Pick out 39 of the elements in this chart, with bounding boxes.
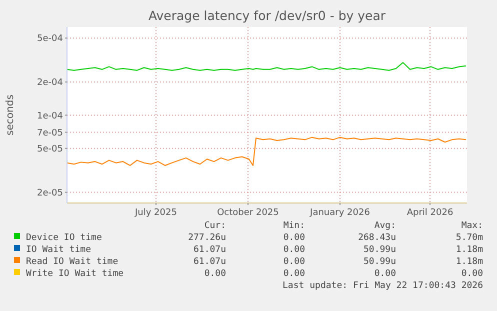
text: 61.07u xyxy=(193,257,226,267)
legend-label: Write IO Wait time xyxy=(26,269,124,279)
y-tick-label: 2e-05 xyxy=(37,188,63,198)
x-tick-label: July 2025 xyxy=(134,208,177,218)
line-series xyxy=(66,136,466,166)
text: 0.00 xyxy=(204,269,226,279)
text: 1.18m xyxy=(456,245,483,255)
legend-label: Read IO Wait time xyxy=(26,257,118,267)
text: 268.43u xyxy=(358,233,396,243)
legend-label: Device IO time xyxy=(26,233,102,243)
x-tick-label: April 2026 xyxy=(406,208,454,218)
x-tick-label: October 2025 xyxy=(217,208,279,218)
y-tick-label: 2e-04 xyxy=(37,78,64,88)
chart-title: Average latency for /dev/sr0 - by year xyxy=(148,8,386,23)
line-series xyxy=(66,62,466,71)
y-tick-label: 1e-04 xyxy=(37,111,64,122)
text: 1.18m xyxy=(456,257,483,267)
text: 0.00 xyxy=(283,269,305,279)
text: 0.00 xyxy=(283,257,305,267)
text: 50.99u xyxy=(363,257,396,267)
text: 277.26u xyxy=(188,233,226,243)
y-tick-label: 7e-05 xyxy=(37,128,63,138)
text: Last update: Fri May 22 17:00:43 2026 xyxy=(282,281,483,291)
text: 0.00 xyxy=(283,245,305,255)
y-axis-title: seconds xyxy=(5,94,16,136)
text: 0.00 xyxy=(461,269,483,279)
y-tick-label: 5e-05 xyxy=(37,144,63,155)
text: Avg: xyxy=(374,221,396,231)
x-tick-label: January 2026 xyxy=(309,208,370,218)
text: 0.00 xyxy=(374,269,396,279)
text: 61.07u xyxy=(193,245,226,255)
text: Min: xyxy=(283,221,305,231)
text: 0.00 xyxy=(283,233,305,243)
text: 5.70m xyxy=(456,233,483,243)
text: Max: xyxy=(461,221,483,231)
text: 50.99u xyxy=(363,245,396,255)
text: Cur: xyxy=(204,221,226,231)
legend-label: IO Wait time xyxy=(26,245,92,255)
y-tick-label: 5e-04 xyxy=(37,34,64,44)
